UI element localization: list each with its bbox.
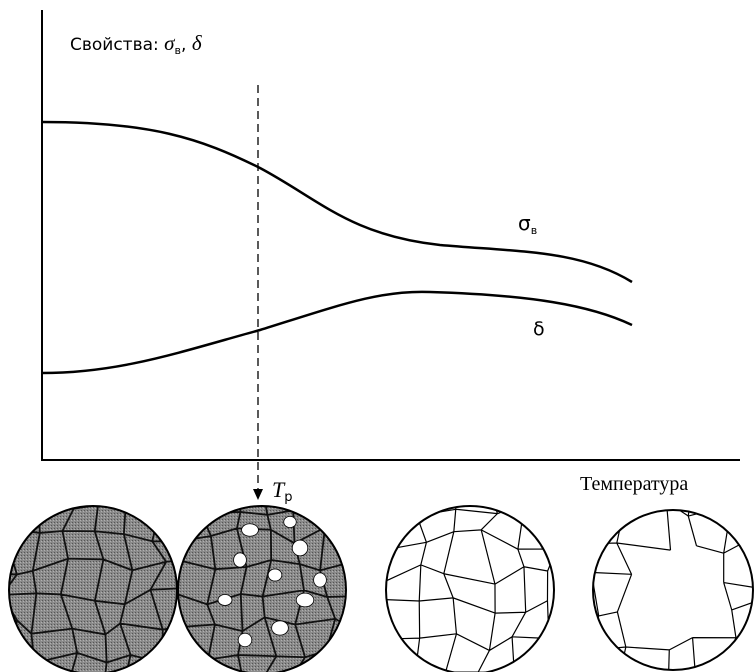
marker-label: Tр (272, 477, 293, 505)
grain-structure (344, 463, 556, 672)
diagram: Свойства: σв, δ σв δ Tр Температура (0, 0, 755, 672)
new-grain (292, 540, 308, 556)
grain-structure (551, 467, 755, 672)
curve-label: δ (533, 318, 545, 340)
new-grain (238, 633, 252, 647)
new-grain (272, 621, 289, 635)
new-grain (284, 516, 297, 527)
x-axis-label: Температура (580, 473, 688, 495)
new-grain (234, 553, 247, 567)
new-grain (268, 569, 282, 581)
grain-structure (0, 467, 195, 672)
arrow-head (253, 489, 263, 500)
new-grain (218, 595, 232, 606)
new-grain (242, 524, 259, 536)
sigma-curve (42, 122, 632, 282)
y-axis-label: Свойства: σв, δ (70, 31, 203, 57)
new-grain (296, 593, 314, 607)
curve-label: σв (518, 211, 537, 237)
new-grain (314, 573, 327, 587)
